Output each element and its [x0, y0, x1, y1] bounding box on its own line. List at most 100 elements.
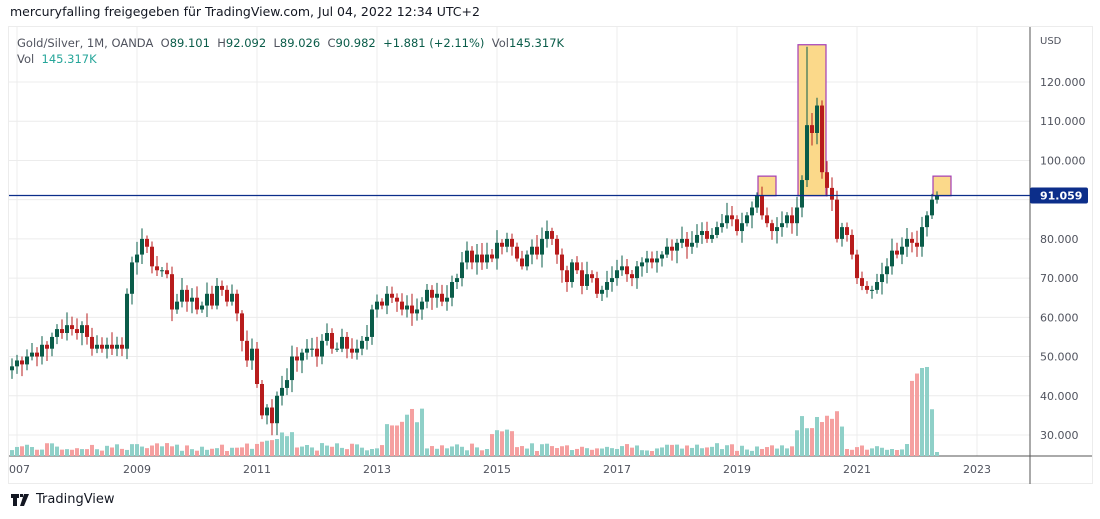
candle-body [600, 289, 604, 294]
candle-body [790, 215, 794, 224]
candle-body [820, 105, 824, 173]
candle-body [30, 352, 34, 357]
footer: TradingView [11, 492, 115, 507]
candle-body [275, 395, 279, 424]
volume-bar [180, 450, 184, 456]
volume-bar [35, 449, 39, 456]
candle-body [250, 348, 254, 361]
candle-body [650, 258, 654, 263]
volume-bar [85, 449, 89, 456]
candle-body [160, 270, 164, 272]
volume-bar [70, 449, 74, 456]
volume-bar [40, 449, 44, 456]
volume-bar [665, 444, 669, 456]
candle-body [145, 238, 149, 247]
candle-body [675, 242, 679, 251]
volume-bar [730, 444, 734, 456]
candle-body [510, 238, 514, 247]
candle-body [560, 254, 564, 271]
candle-body [400, 301, 404, 310]
volume-bar [150, 445, 154, 456]
candle-body [545, 231, 549, 239]
candle-body [195, 297, 199, 310]
candle-body [655, 258, 659, 263]
volume-bar [830, 418, 834, 456]
volume-bar [335, 443, 339, 456]
volume-bar [250, 448, 254, 456]
x-tick-label: 007 [9, 463, 30, 476]
volume-bar [640, 450, 644, 456]
volume-bar [55, 446, 59, 456]
candle-body [200, 305, 204, 310]
volume-bar [230, 447, 234, 456]
volume-bar [125, 449, 129, 456]
volume-bar [550, 446, 554, 456]
x-tick-label: 2011 [243, 463, 271, 476]
volume-bar [775, 448, 779, 456]
volume-bar [30, 447, 34, 456]
candle-body [440, 293, 444, 302]
volume-bar [355, 444, 359, 456]
candle-body [720, 223, 724, 228]
volume-bar [560, 446, 564, 456]
volume-bar [65, 449, 69, 456]
candle-body [705, 231, 709, 239]
y-axis-unit: USD [1040, 36, 1062, 47]
volume-bar [500, 431, 504, 456]
candle-body [485, 254, 489, 263]
legend-close-label: C [327, 36, 336, 50]
candle-body [140, 238, 144, 255]
candle-body [205, 293, 209, 306]
volume-bar [420, 408, 424, 456]
candle-body [760, 195, 764, 216]
volume-bar [175, 444, 179, 456]
candle-body [555, 238, 559, 255]
volume-bar [610, 448, 614, 456]
candle-body [905, 238, 909, 247]
candle-body [635, 266, 639, 279]
candle-body [890, 250, 894, 267]
candle-body [170, 274, 174, 310]
volume-bar [20, 446, 24, 456]
volume-bar [805, 428, 809, 456]
y-tick-label: 60.000 [1040, 311, 1079, 324]
candle-body [575, 262, 579, 271]
volume-bar [220, 444, 224, 456]
candle-body [130, 262, 134, 294]
candle-body [770, 223, 774, 232]
candle-body [930, 199, 934, 216]
candle-body [665, 246, 669, 255]
y-tick-label: 120.000 [1040, 76, 1086, 89]
candle-body [520, 258, 524, 267]
candle-body [65, 325, 69, 334]
candle-body [615, 270, 619, 279]
candle-body [105, 344, 109, 349]
volume-bar [260, 441, 264, 456]
candle-body [500, 242, 504, 247]
legend-symbol: Gold/Silver, 1M, OANDA [17, 36, 154, 50]
volume-bar [345, 449, 349, 456]
candle-body [750, 207, 754, 216]
candle-body [640, 262, 644, 267]
candle-body [360, 340, 364, 349]
volume-bar [325, 445, 329, 456]
candle-body [270, 407, 274, 424]
candle-body [260, 383, 264, 416]
volume-bar [375, 448, 379, 456]
volume-bar [340, 447, 344, 456]
volume-bar [890, 449, 894, 456]
volume-bar [140, 446, 144, 456]
volume-label: Vol [17, 52, 35, 66]
candle-body [660, 254, 664, 259]
candle-body [515, 246, 519, 259]
volume-bar [475, 447, 479, 456]
volume-bar [695, 444, 699, 456]
x-tick-label: 2013 [363, 463, 391, 476]
volume-bar [835, 411, 839, 456]
candle-body [350, 348, 354, 353]
volume-bar [120, 448, 124, 456]
candle-body [490, 254, 494, 259]
volume-bar [435, 448, 439, 456]
candle-body [150, 246, 154, 267]
